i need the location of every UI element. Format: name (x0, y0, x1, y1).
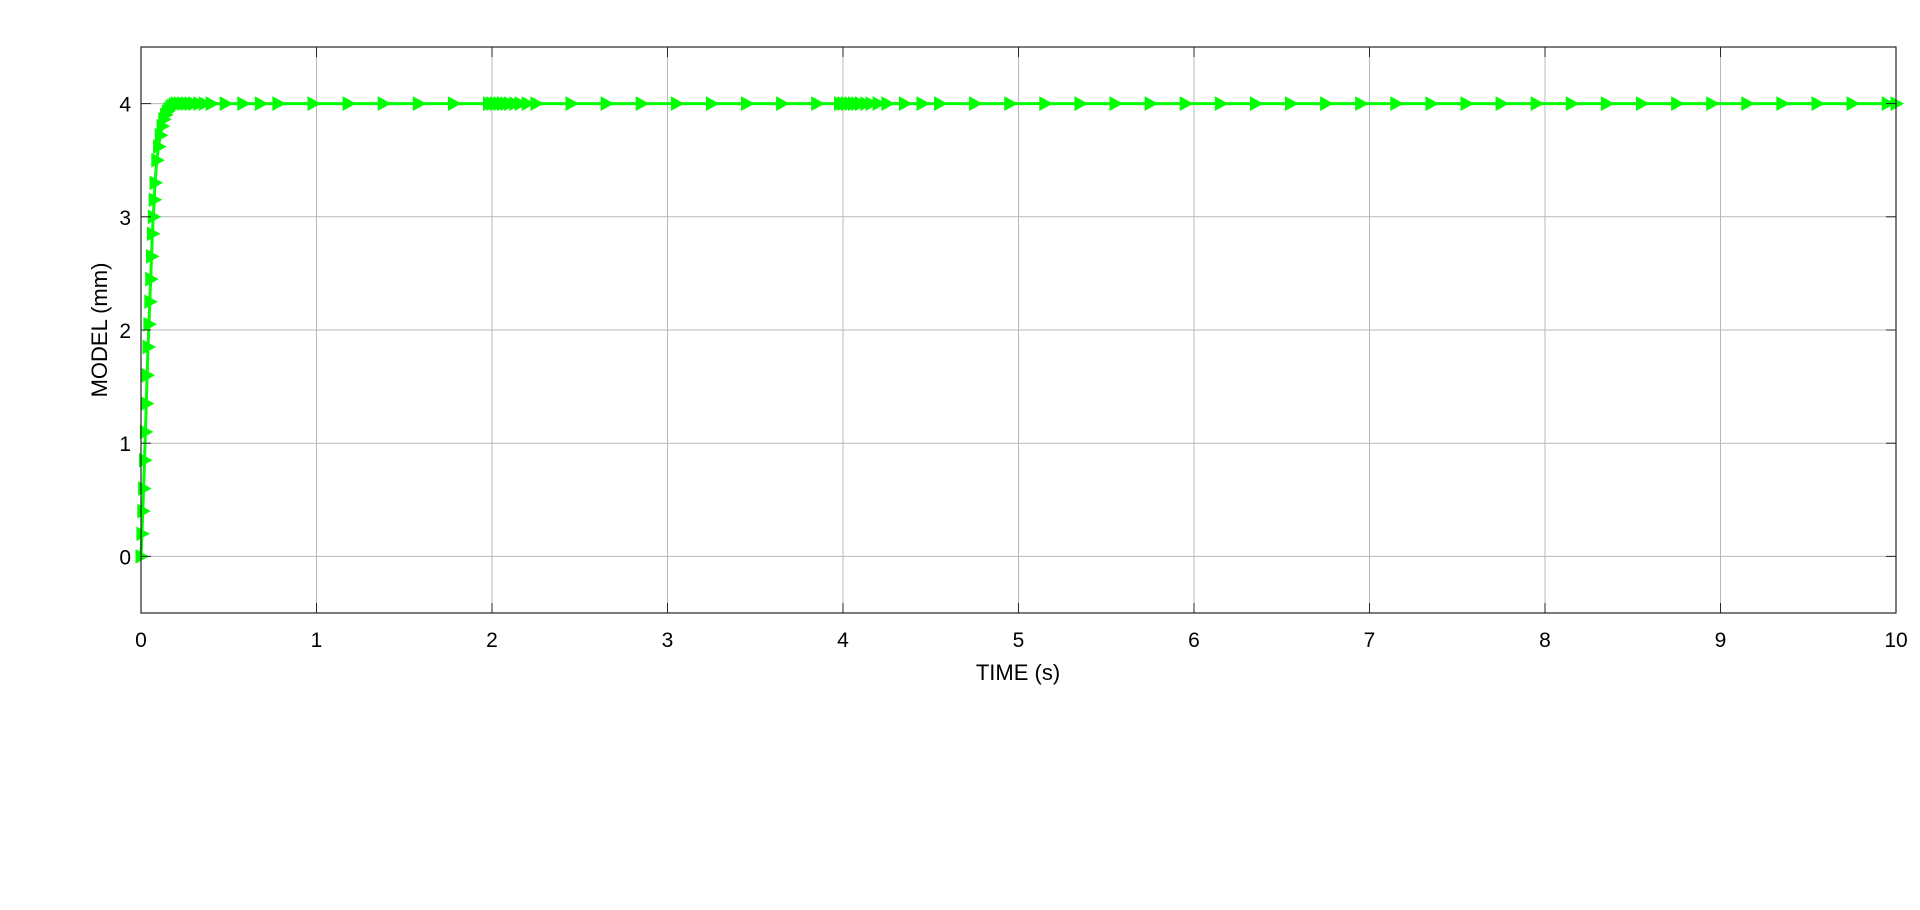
data-point-marker (811, 96, 825, 111)
x-tick-label: 4 (837, 629, 849, 652)
data-point-marker (1074, 96, 1088, 111)
data-point-marker (237, 96, 251, 111)
y-tick-label: 3 (119, 207, 131, 230)
data-point-marker (342, 96, 357, 111)
data-point-marker (146, 249, 160, 264)
data-point-marker (1004, 96, 1018, 111)
data-point-marker (521, 96, 536, 111)
data-point-marker (1320, 96, 1334, 111)
data-point-marker (1460, 96, 1475, 111)
data-point-marker (916, 96, 931, 111)
data-point-marker (1495, 96, 1510, 111)
data-point-marker (1425, 96, 1439, 111)
data-point-marker (530, 96, 544, 111)
x-tick-label: 2 (486, 629, 498, 652)
data-point-marker (565, 96, 580, 111)
data-point-marker (198, 96, 213, 111)
y-tick-label: 0 (119, 546, 131, 569)
x-tick-label: 10 (1884, 629, 1907, 652)
x-tick-label: 1 (311, 629, 323, 652)
x-tick-label: 0 (135, 629, 147, 652)
data-point-marker (865, 96, 880, 111)
data-point-marker (307, 96, 322, 111)
data-point-marker (148, 192, 163, 208)
data-point-marker (969, 96, 983, 111)
x-tick-label: 5 (1013, 629, 1025, 652)
data-point-marker (139, 452, 153, 468)
data-point-marker (1285, 96, 1299, 111)
data-point-marker (1671, 96, 1685, 111)
data-point-marker (1530, 96, 1545, 111)
data-point-marker (600, 96, 615, 111)
data-point-marker (514, 96, 529, 111)
x-axis-label: TIME (s) (976, 660, 1060, 685)
data-point-marker (1741, 96, 1755, 111)
data-point-marker (1565, 96, 1580, 111)
ticks: 0 1 2 3 4 5 6 7 8 9 10 0 1 2 3 4 (119, 47, 1908, 652)
data-point-marker (205, 96, 220, 111)
data-point-marker (934, 96, 948, 111)
data-point-marker (377, 96, 392, 111)
x-tick-label: 9 (1715, 629, 1727, 652)
x-tick-label: 8 (1539, 629, 1551, 652)
y-tick-label: 4 (119, 94, 131, 117)
data-point-marker (1706, 96, 1720, 111)
data-point-marker (412, 96, 427, 111)
data-point-marker (144, 294, 158, 310)
data-point-marker (1776, 96, 1790, 111)
data-point-marker (1109, 96, 1124, 111)
data-point-marker (153, 139, 167, 154)
y-tick-label: 1 (119, 433, 131, 456)
data-point-marker (1179, 96, 1194, 111)
data-point-marker (1355, 96, 1369, 111)
data-point-marker (1144, 96, 1159, 111)
data-point-marker (776, 96, 790, 111)
data-point-marker (1249, 96, 1264, 111)
x-tick-label: 7 (1364, 629, 1376, 652)
data-point-marker (1214, 96, 1229, 111)
data-point-marker (145, 271, 159, 287)
series-layer (135, 96, 1905, 564)
data-point-marker (881, 96, 895, 111)
data-point-marker (1039, 96, 1053, 111)
data-point-marker (149, 175, 164, 191)
data-point-marker (741, 96, 755, 111)
data-point-marker (635, 96, 650, 111)
data-point-marker (1846, 96, 1861, 111)
data-point-marker (1636, 96, 1650, 111)
data-point-marker (143, 316, 157, 332)
data-point-marker (254, 96, 269, 111)
y-axis-label: MODEL (mm) (87, 263, 112, 398)
y-tick-label: 2 (119, 320, 131, 343)
data-point-marker (1600, 96, 1615, 111)
data-point-marker (146, 226, 161, 242)
data-point-marker (670, 96, 685, 111)
x-tick-label: 6 (1188, 629, 1200, 652)
data-point-marker (141, 367, 156, 383)
x-tick-label: 3 (662, 629, 674, 652)
data-point-marker (151, 152, 165, 168)
data-point-marker (705, 96, 720, 111)
data-point-marker (136, 526, 150, 542)
data-point-marker (898, 96, 913, 111)
data-point-marker (1811, 96, 1826, 111)
data-point-marker (142, 339, 157, 355)
data-point-marker (272, 96, 286, 111)
data-point-marker (872, 96, 887, 111)
data-point-marker (219, 96, 234, 111)
data-point-marker (447, 96, 462, 111)
data-point-marker (1390, 96, 1404, 111)
